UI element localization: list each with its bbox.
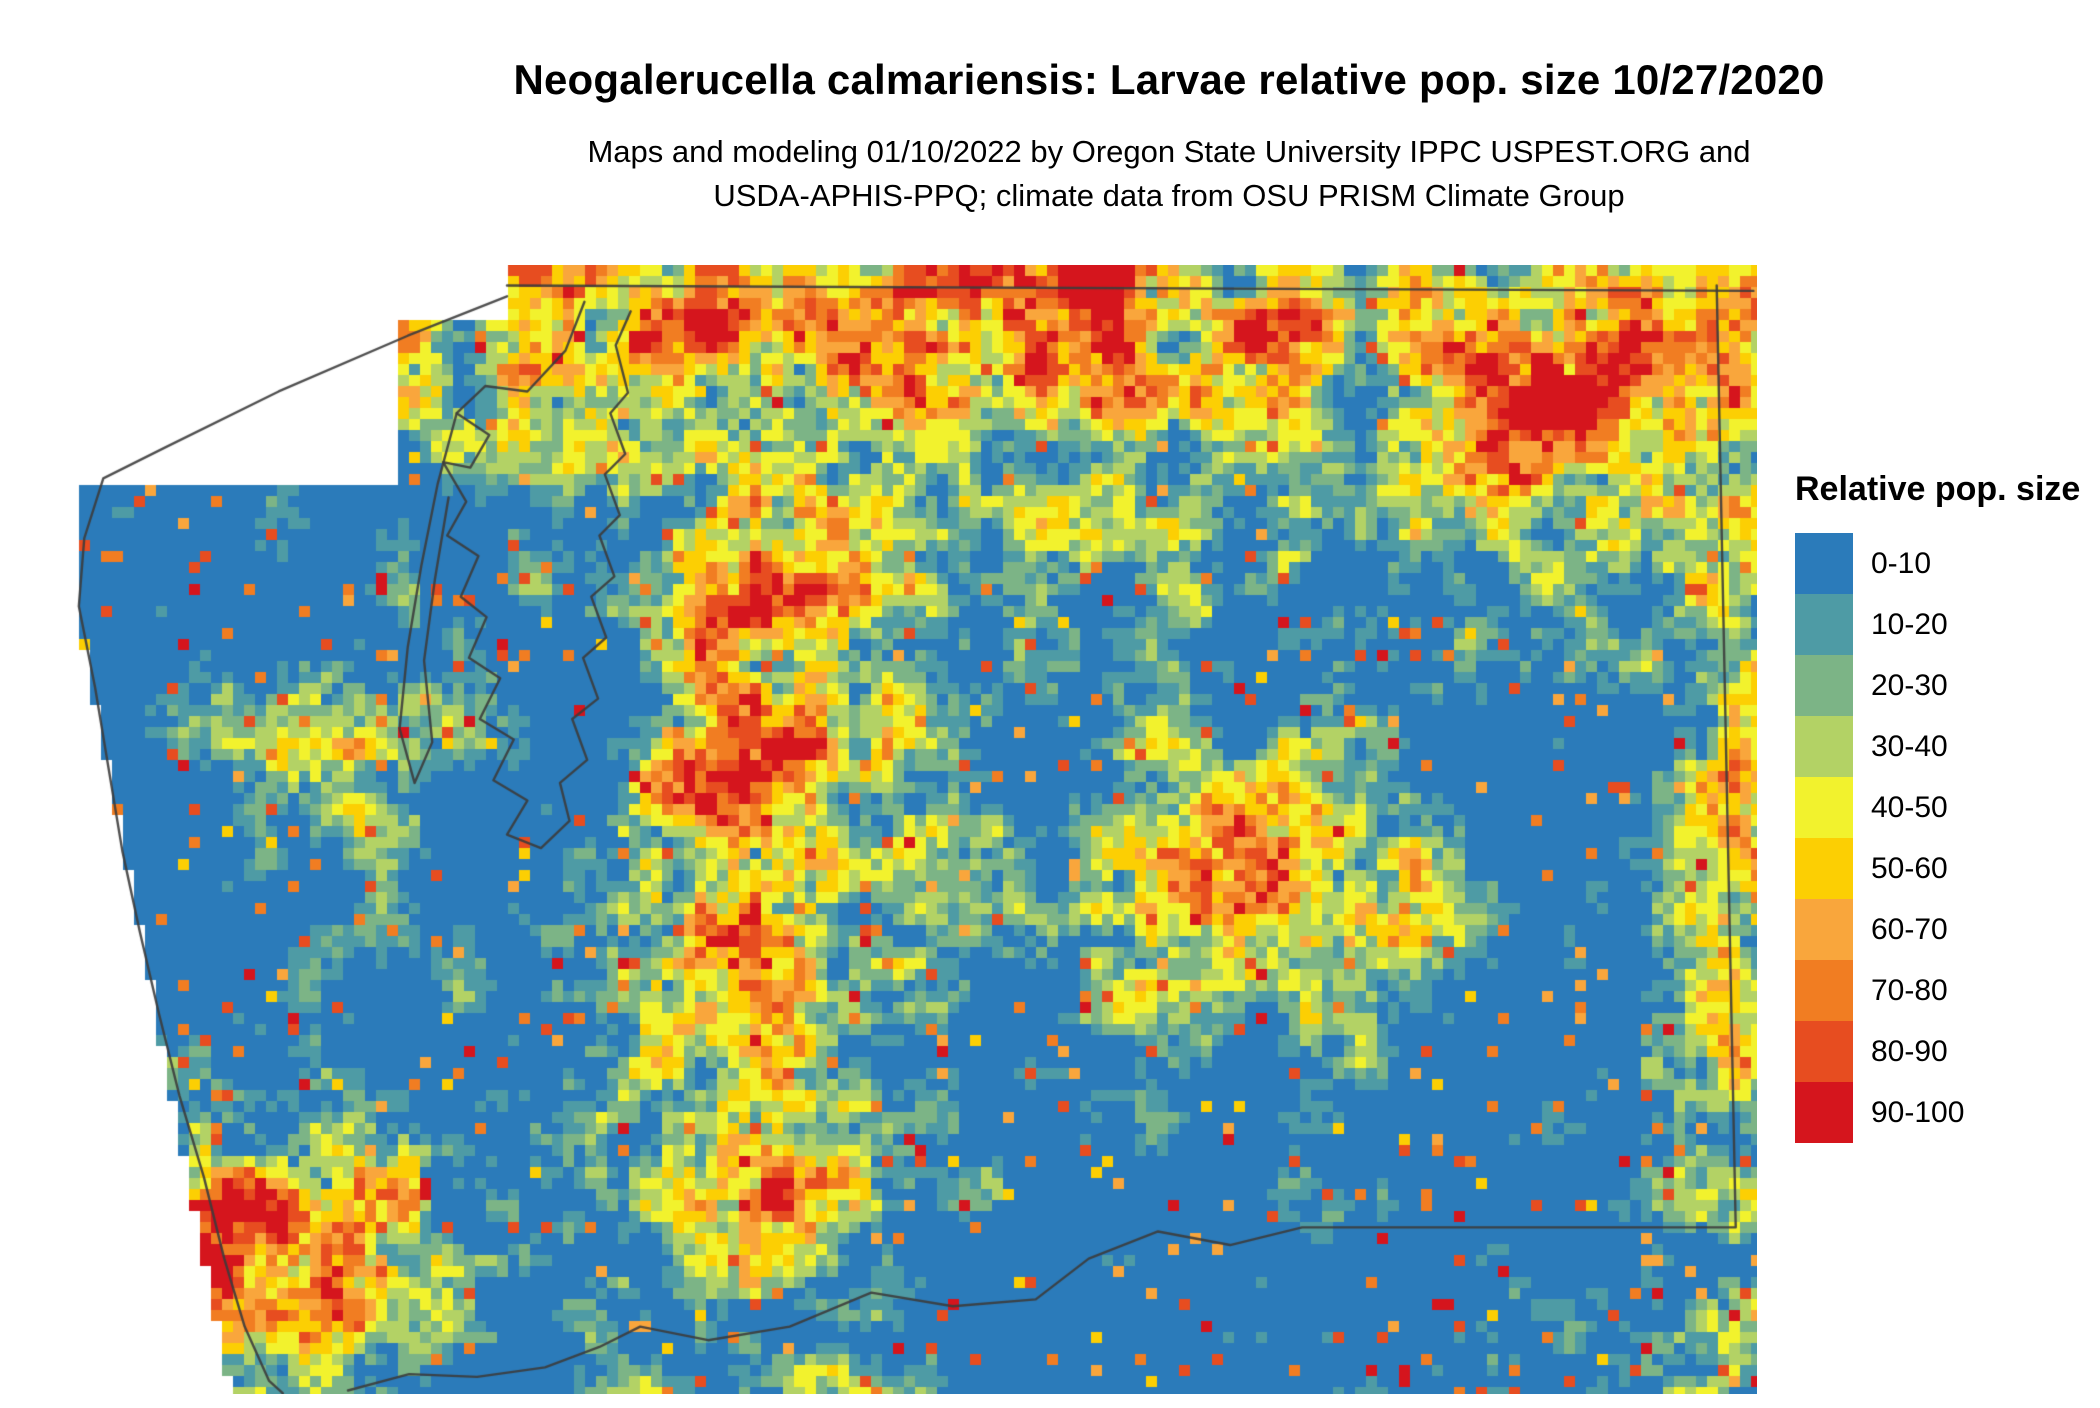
legend-item: 80-90	[1795, 1021, 2080, 1082]
page-title: Neogalerucella calmariensis: Larvae rela…	[513, 56, 1825, 103]
subtitle-line-1: Maps and modeling 01/10/2022 by Oregon S…	[587, 134, 1751, 169]
legend-swatch	[1795, 1021, 1853, 1082]
header: Neogalerucella calmariensis: Larvae rela…	[119, 56, 2100, 218]
legend-swatch	[1795, 838, 1853, 899]
legend-swatch	[1795, 777, 1853, 838]
legend-item: 20-30	[1795, 655, 2080, 716]
legend: Relative pop. size 0-10 10-20 20-30 30-40 40…	[1795, 470, 2080, 1143]
legend-item-label: 60-70	[1871, 912, 1948, 946]
legend-item-label: 50-60	[1871, 851, 1948, 885]
legend-item-label: 80-90	[1871, 1034, 1948, 1068]
legend-item-label: 10-20	[1871, 607, 1948, 641]
legend-item: 50-60	[1795, 838, 2080, 899]
legend-items: 0-10 10-20 20-30 30-40 40-50 50-60 60-70 70-80 8…	[1795, 533, 2080, 1143]
legend-item-label: 90-100	[1871, 1095, 1965, 1129]
legend-item: 40-50	[1795, 777, 2080, 838]
legend-swatch	[1795, 594, 1853, 655]
legend-item: 0-10	[1795, 533, 2080, 594]
legend-swatch	[1795, 655, 1853, 716]
legend-title: Relative pop. size	[1795, 470, 2081, 508]
legend-item: 30-40	[1795, 716, 2080, 777]
legend-swatch	[1795, 716, 1853, 777]
legend-item-label: 20-30	[1871, 668, 1948, 702]
map-canvas	[68, 265, 1757, 1394]
legend-item-label: 30-40	[1871, 729, 1948, 763]
legend-item-label: 0-10	[1871, 546, 1932, 580]
legend-item: 10-20	[1795, 594, 2080, 655]
legend-item: 60-70	[1795, 899, 2080, 960]
subtitle-line-2: USDA-APHIS-PPQ; climate data from OSU PR…	[713, 178, 1625, 214]
legend-item: 90-100	[1795, 1082, 2080, 1143]
legend-item: 70-80	[1795, 960, 2080, 1021]
legend-swatch	[1795, 1082, 1853, 1143]
legend-swatch	[1795, 899, 1853, 960]
legend-swatch	[1795, 533, 1853, 594]
legend-swatch	[1795, 960, 1853, 1021]
legend-item-label: 40-50	[1871, 790, 1948, 824]
legend-item-label: 70-80	[1871, 973, 1948, 1007]
